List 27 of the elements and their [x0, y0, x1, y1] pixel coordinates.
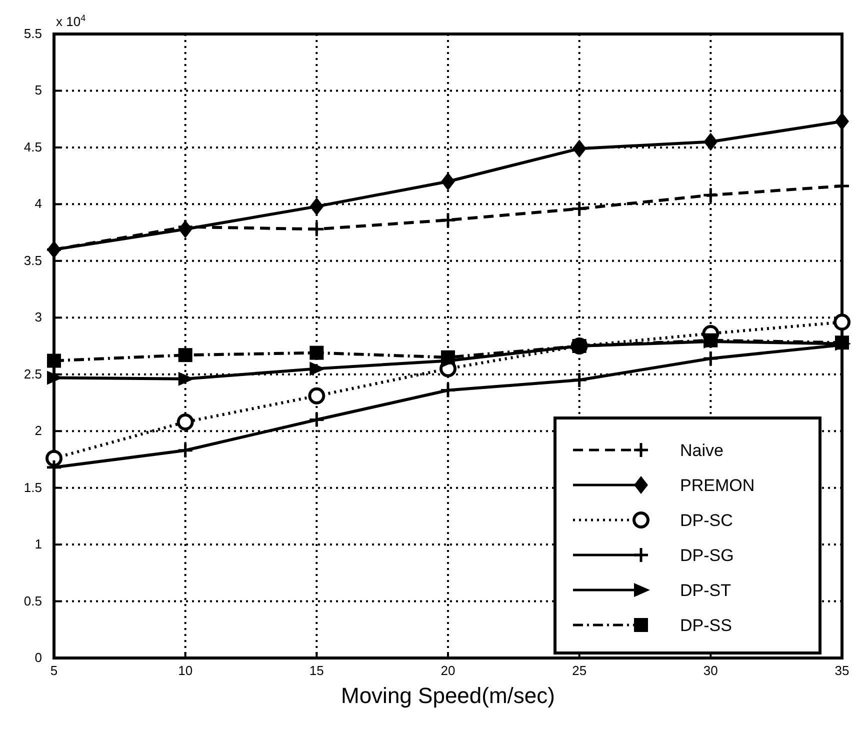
- legend-label: DP-SG: [680, 546, 734, 565]
- y-tick-label: 2: [34, 423, 42, 438]
- y-tick-label: 0.5: [24, 593, 42, 608]
- x-tick-label: 10: [178, 663, 193, 678]
- legend-label: DP-SC: [680, 511, 733, 530]
- y-tick-label: 0: [34, 650, 42, 665]
- text: x 10$^{4}$: [56, 13, 86, 29]
- y-tick-label: 5.5: [24, 26, 42, 41]
- y-tick-label: 1.5: [24, 480, 42, 495]
- y-tick-label: 3: [34, 310, 42, 325]
- y-tick-label: 2.5: [24, 366, 42, 382]
- x-tick-label: 30: [703, 663, 718, 678]
- x-tick-label: 35: [834, 663, 850, 678]
- x-tick-label: 20: [440, 663, 456, 678]
- x-tick-label: 5: [50, 663, 58, 678]
- x-axis-title: Moving Speed(m/sec): [341, 683, 555, 708]
- legend-label: DP-ST: [680, 581, 731, 600]
- x-tick-label: 15: [309, 663, 324, 678]
- legend-label: Naive: [680, 441, 724, 460]
- y-tick-label: 4.5: [24, 139, 42, 154]
- x-tick-label: 25: [572, 663, 587, 678]
- y-tick-label: 1: [34, 536, 42, 552]
- y-tick-label: 3.5: [24, 252, 42, 268]
- legend-label: DP-SS: [680, 616, 732, 635]
- legend-label: PREMON: [680, 476, 755, 495]
- y-tick-label: 4: [34, 196, 42, 212]
- y-tick-label: 5: [34, 82, 42, 98]
